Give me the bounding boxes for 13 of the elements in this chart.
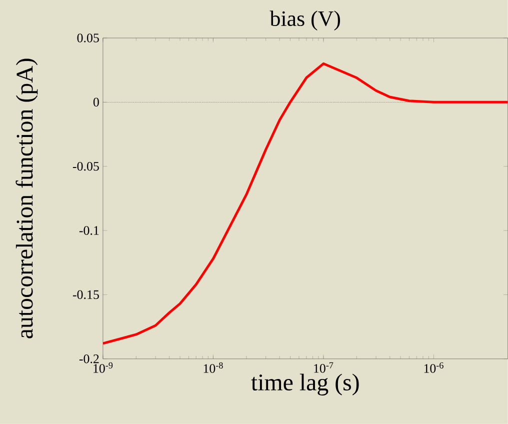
chart-title: bias (V): [270, 10, 340, 31]
y-tick-label: -0.1: [79, 226, 99, 235]
x-tick-label: 10$^{-7}$: [314, 362, 334, 373]
x-axis-title: time lag (s): [251, 374, 359, 396]
x-tick-label: 10$^{-8}$: [204, 362, 223, 373]
y-tick-label: 0.05: [77, 34, 99, 42]
y-tick-label: 0: [93, 98, 99, 107]
x-tick-label: 10$^{-9}$: [94, 362, 113, 373]
y-tick-label: -0.2: [79, 354, 99, 364]
y-tick-label: -0.05: [72, 162, 99, 171]
y-axis-title: autocorrelation function (pA): [16, 58, 38, 338]
x-tick-label: 10$^{-6}$: [424, 362, 444, 373]
y-tick-label: -0.15: [72, 290, 99, 300]
